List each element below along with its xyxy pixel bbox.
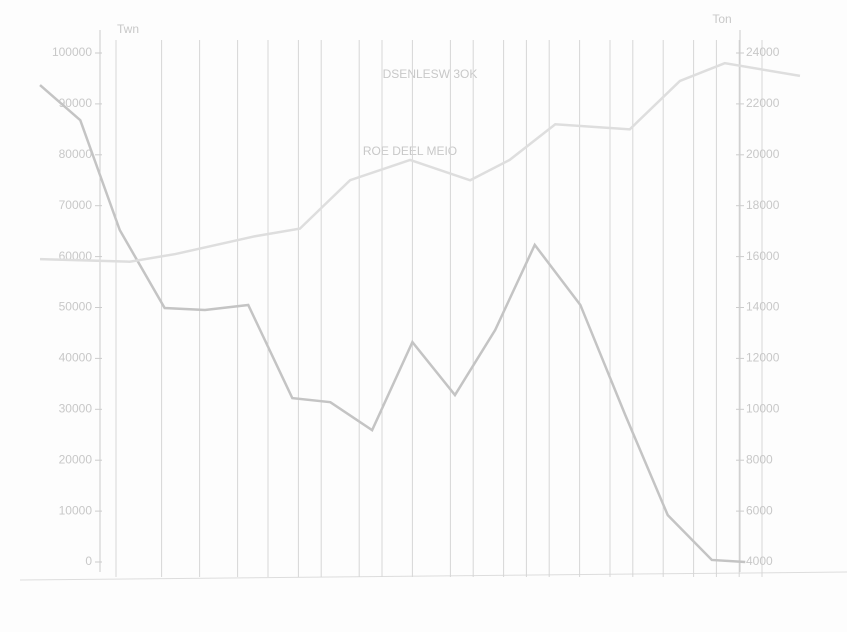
y2-tick-label: 4000 [746,554,773,568]
y2-axis-label: Ton [712,12,731,26]
y2-tick-label: 8000 [746,452,773,466]
chart-title: DSENLESW 3OK [383,67,478,81]
y-tick-label: 30000 [59,401,93,415]
y2-tick-label: 12000 [746,351,780,365]
y2-tick-label: 16000 [746,249,780,263]
y2-tick-label: 14000 [746,300,780,314]
y2-tick-label: 18000 [746,198,780,212]
y2-tick-label: 20000 [746,147,780,161]
y-tick-label: 90000 [59,96,93,110]
y-axis-label: Twn [117,22,139,36]
y-tick-label: 80000 [59,147,93,161]
y2-tick-label: 22000 [746,96,780,110]
x-axis [19,571,847,581]
series-line [39,84,746,564]
y-tick-label: 0 [85,554,92,568]
y-tick-label: 40000 [59,351,93,365]
chart-subtitle: ROE DEEL MEIO [363,144,457,158]
y2-tick-label: 10000 [746,401,780,415]
y-tick-label: 70000 [59,198,93,212]
y2-tick-label: 24000 [746,45,780,59]
series-line [39,61,801,263]
y-tick-label: 20000 [59,452,93,466]
y-tick-label: 10000 [59,503,93,517]
y-tick-label: 50000 [59,300,93,314]
y-tick-label: 100000 [52,45,92,59]
y2-tick-label: 6000 [746,503,773,517]
